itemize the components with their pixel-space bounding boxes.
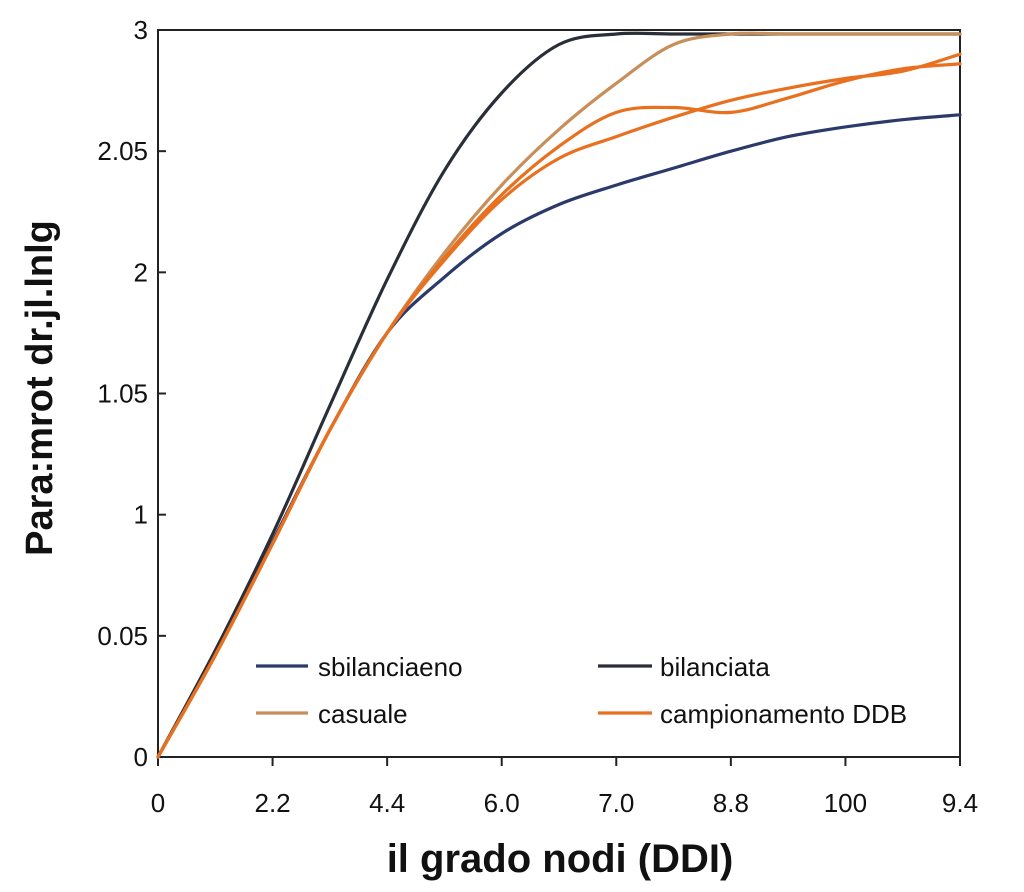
x-ticks: 0 2.2 4.4 6.0 7.0 8.8 100 9.4 bbox=[151, 757, 978, 818]
legend-label-campionamento-ddb: campionamento DDB bbox=[660, 699, 907, 729]
series-layer bbox=[156, 31, 962, 759]
series-line-campionamento-ddb-2 bbox=[156, 52, 962, 759]
plot-frame bbox=[157, 29, 961, 758]
legend-label-casuale: casuale bbox=[318, 699, 408, 729]
y-tick-label: 1.05 bbox=[97, 379, 148, 409]
x-tick-label: 2.2 bbox=[254, 788, 290, 818]
y-tick-label: 0 bbox=[134, 742, 148, 772]
x-tick-label: 7.0 bbox=[598, 788, 634, 818]
series-line-campionamento-ddb bbox=[156, 62, 962, 759]
x-tick-label: 0 bbox=[151, 788, 165, 818]
series-line-bilanciata bbox=[156, 31, 962, 759]
y-tick-label: 2 bbox=[134, 257, 148, 287]
y-tick-label: 3 bbox=[134, 15, 148, 45]
x-axis-label: il grado nodi (DDI) bbox=[387, 837, 734, 881]
y-tick-label: 0.05 bbox=[97, 621, 148, 651]
x-tick-label: 8.8 bbox=[713, 788, 749, 818]
y-axis-label: Para:mrot dr.jl.lnlg bbox=[19, 220, 61, 556]
legend-label-sbilanciaeno: sbilanciaeno bbox=[318, 652, 463, 682]
y-ticks: 0 0.05 1 1.05 2 2.05 3 bbox=[97, 15, 166, 772]
y-tick-label: 1 bbox=[134, 500, 148, 530]
series-line-casuale bbox=[156, 31, 962, 759]
x-tick-label: 4.4 bbox=[369, 788, 405, 818]
x-tick-label: 9.4 bbox=[942, 788, 978, 818]
x-tick-label: 6.0 bbox=[484, 788, 520, 818]
series-line-sbilanciaeno bbox=[156, 113, 962, 759]
x-tick-label: 100 bbox=[824, 788, 867, 818]
legend: sbilanciaeno bilanciata casuale campiona… bbox=[256, 652, 907, 729]
legend-label-bilanciata: bilanciata bbox=[660, 652, 770, 682]
y-tick-label: 2.05 bbox=[97, 136, 148, 166]
